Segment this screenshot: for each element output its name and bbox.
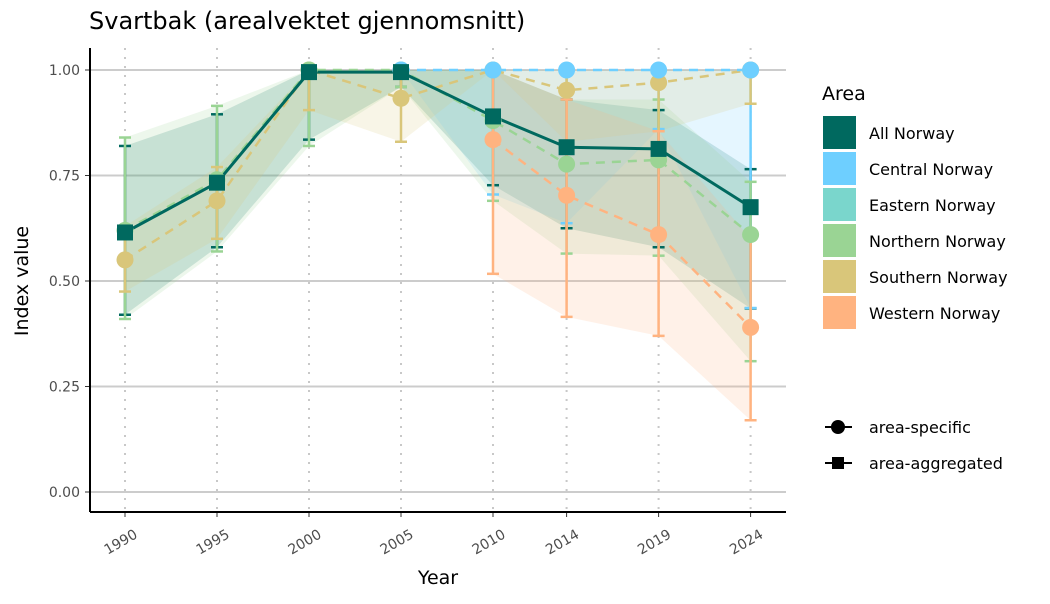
all-norway-ci-ribbon — [125, 70, 751, 315]
y-tick-label: 0.50 — [49, 274, 80, 290]
legend: All Norway Central Norway Eastern Norway No… — [823, 116, 1008, 473]
southern-norway-point — [208, 192, 226, 210]
legend-key-eastern-norway — [823, 188, 856, 221]
y-tick-label: 1.00 — [49, 63, 80, 79]
legend-label-northern-norway: Northern Norway — [869, 232, 1006, 251]
y-tick-label: 0.25 — [49, 380, 80, 396]
all-norway-point — [301, 64, 317, 81]
legend-label-southern-norway: Southern Norway — [869, 268, 1008, 287]
western-norway-point — [484, 131, 502, 149]
southern-norway-point — [558, 81, 576, 99]
legend-label-area-specific: area-specific — [869, 418, 971, 437]
legend-square-icon — [832, 457, 844, 469]
legend-key-western-norway — [823, 296, 856, 329]
legend-key-central-norway — [823, 152, 856, 185]
x-tick-label: 2014 — [543, 527, 582, 559]
x-tick-label: 2019 — [635, 527, 674, 559]
x-tick-label: 1990 — [102, 527, 141, 559]
legend-key-all-norway — [823, 116, 856, 149]
northern-norway-point — [558, 155, 576, 173]
x-tick-label: 2024 — [727, 527, 766, 559]
legend-label-eastern-norway: Eastern Norway — [869, 196, 996, 215]
all-norway-point — [558, 139, 575, 156]
central-norway-point — [484, 61, 502, 79]
series-lines — [124, 68, 752, 329]
all-norway-point — [485, 108, 501, 125]
all-norway-point — [650, 140, 667, 157]
x-tick-label: 2005 — [378, 527, 417, 559]
y-tick-label: 0.00 — [49, 485, 80, 501]
legend-key-northern-norway — [823, 224, 856, 257]
central-norway-point — [742, 61, 760, 79]
all-norway-point — [117, 224, 133, 241]
legend-label-all-norway: All Norway — [869, 124, 955, 143]
western-norway-line — [492, 138, 752, 329]
southern-norway-ci-ribbon — [125, 70, 751, 292]
x-axis-label: Year — [417, 567, 458, 589]
northern-norway-point — [742, 226, 760, 244]
ribbons — [125, 70, 751, 421]
all-norway-line — [124, 70, 752, 234]
all-norway-point — [393, 64, 409, 81]
legend-label-area-aggregated: area-aggregated — [869, 454, 1003, 473]
legend-label-western-norway: Western Norway — [869, 304, 1000, 323]
southern-norway-point — [116, 251, 134, 269]
y-axis-label: Index value — [11, 226, 33, 336]
western-norway-point — [650, 226, 668, 244]
legend-label-central-norway: Central Norway — [869, 160, 993, 179]
southern-norway-line — [124, 68, 751, 261]
all-norway-point — [209, 174, 225, 191]
western-norway-point — [558, 186, 576, 204]
x-tick-label: 1995 — [194, 527, 233, 559]
southern-norway-point — [650, 74, 668, 92]
x-tick-label: 2010 — [470, 527, 509, 559]
northern-norway-ci-ribbon — [125, 70, 751, 362]
x-tick-label: 2000 — [286, 527, 325, 559]
western-norway-point — [742, 318, 760, 336]
legend-circle-icon — [831, 420, 845, 434]
southern-norway-point — [392, 89, 410, 107]
legend-key-southern-norway — [823, 260, 856, 293]
all-norway-point — [742, 199, 759, 216]
legend-title: Area — [822, 83, 866, 105]
central-norway-point — [558, 61, 576, 79]
chart-title: Svartbak (arealvektet gjennomsnitt) — [89, 7, 525, 35]
y-tick-label: 0.75 — [49, 169, 80, 185]
data-points — [116, 61, 760, 336]
central-norway-point — [650, 61, 668, 79]
